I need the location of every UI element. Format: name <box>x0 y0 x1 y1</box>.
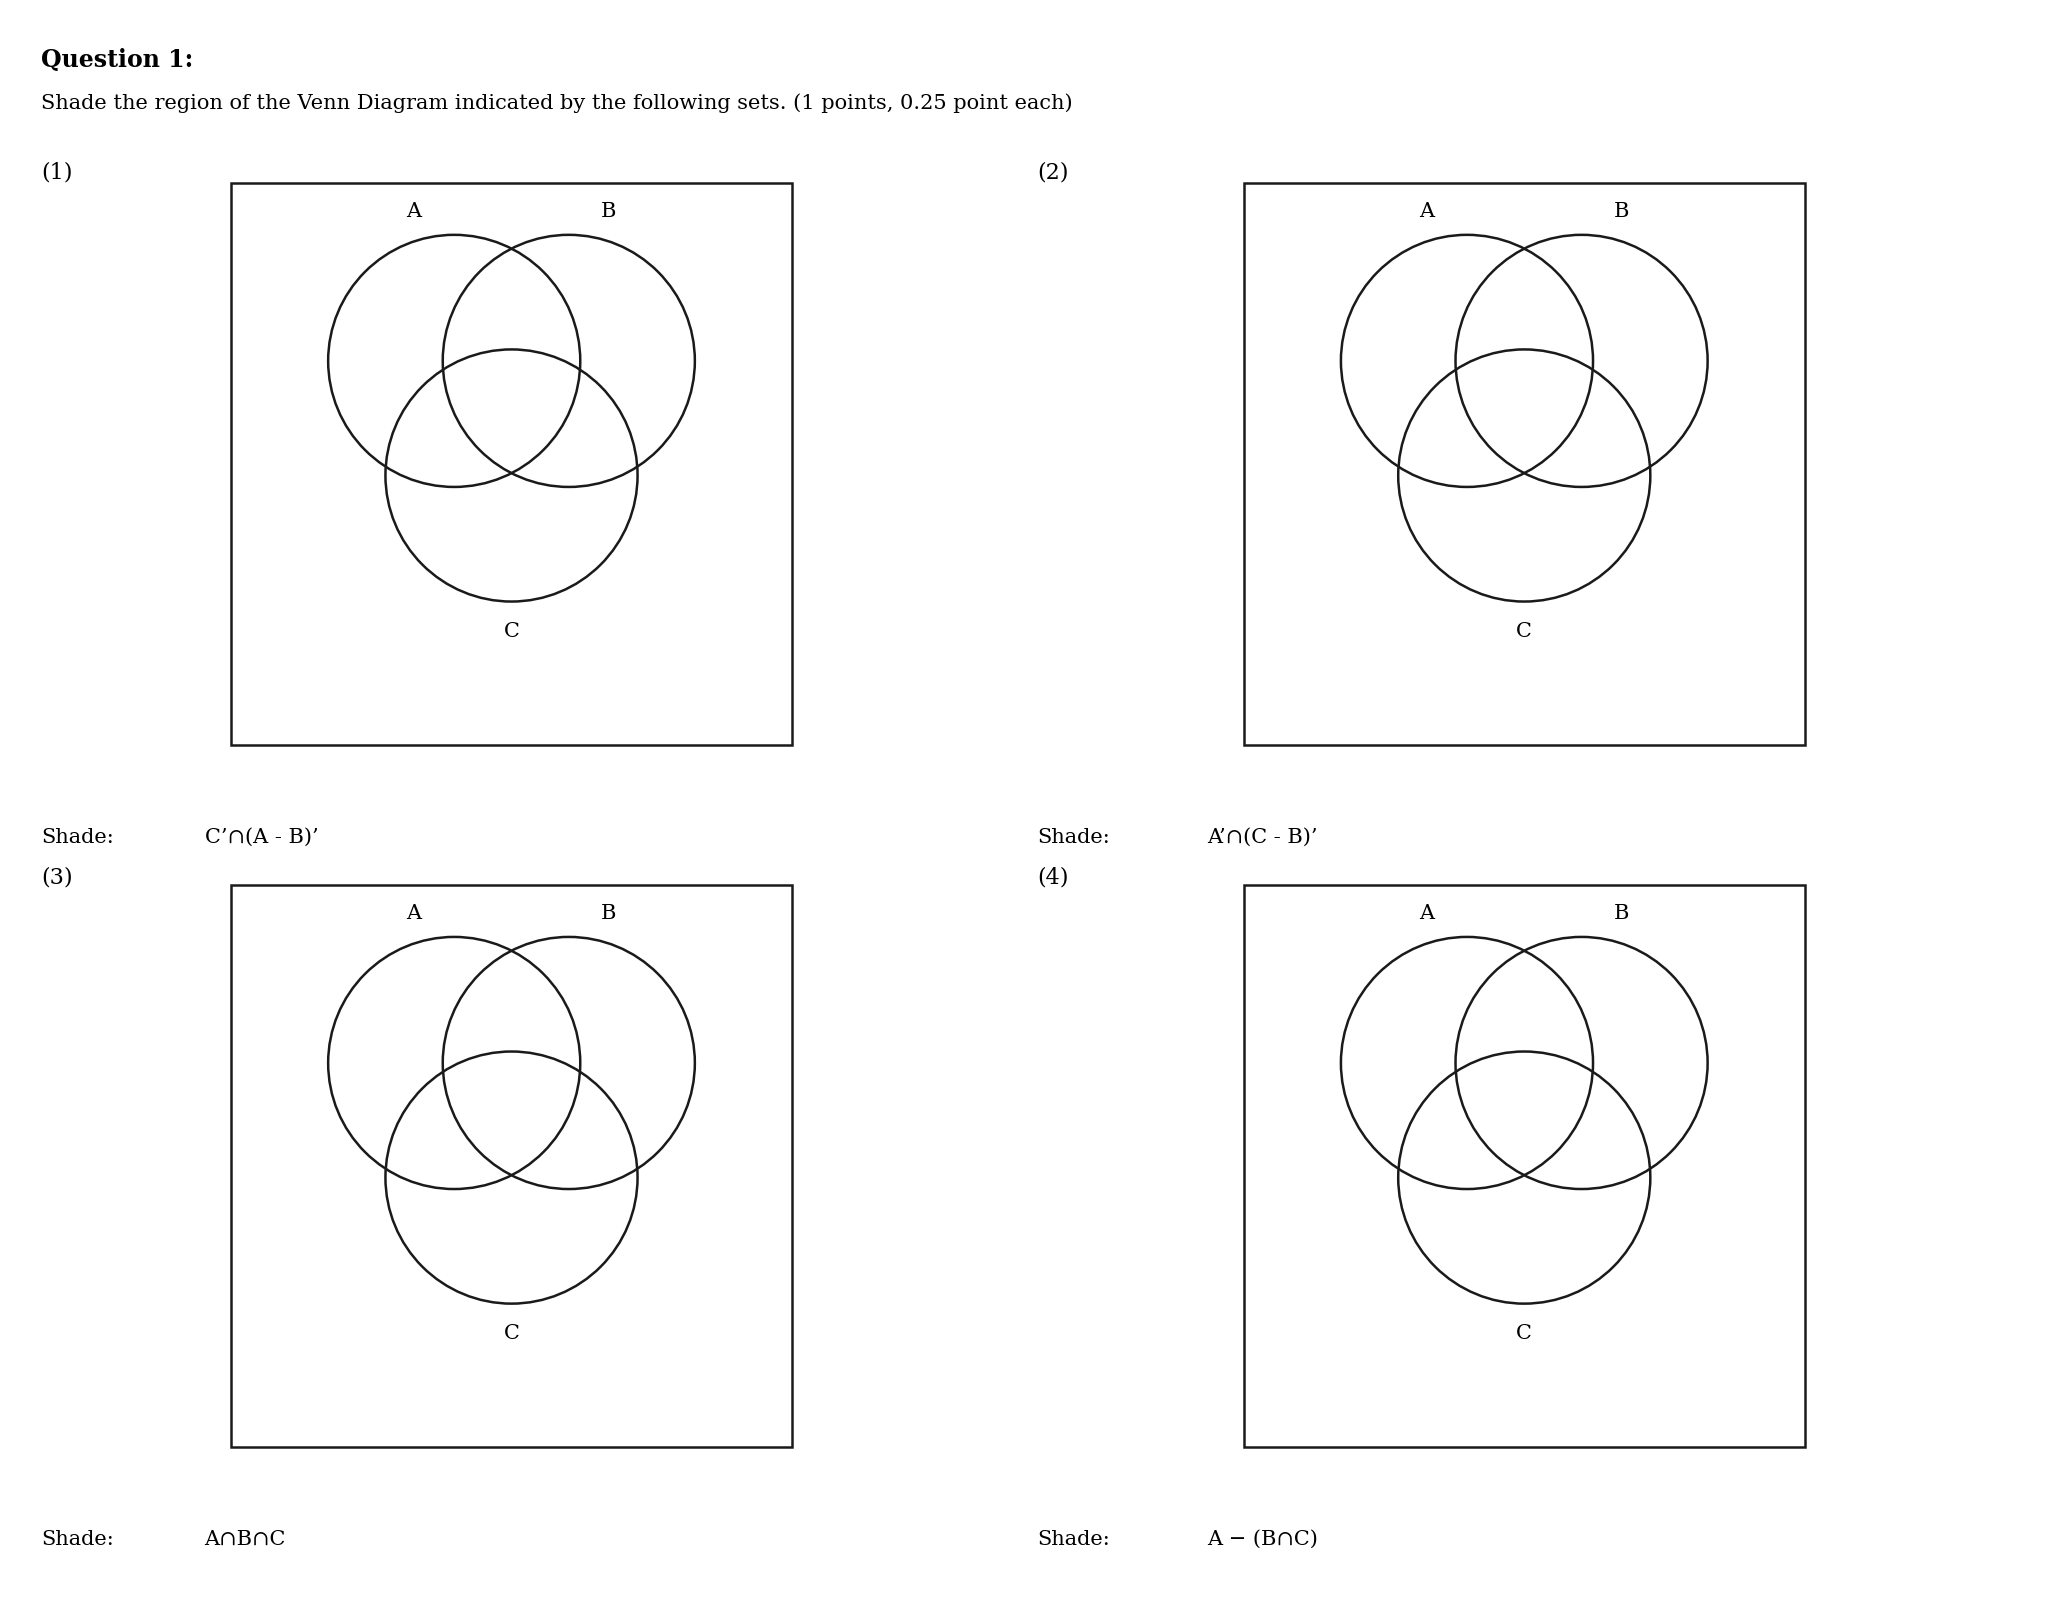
Text: Shade:: Shade: <box>1037 1530 1111 1549</box>
Text: B: B <box>602 904 616 923</box>
Text: (1): (1) <box>41 161 72 184</box>
Text: C: C <box>503 1323 520 1343</box>
Text: B: B <box>602 202 616 221</box>
Text: B: B <box>1614 904 1629 923</box>
Text: Shade the region of the Venn Diagram indicated by the following sets. (1 points,: Shade the region of the Venn Diagram ind… <box>41 94 1072 113</box>
Text: A’∩(C - B)’: A’∩(C - B)’ <box>1207 828 1318 847</box>
Text: A: A <box>407 202 421 221</box>
Text: A: A <box>1420 202 1434 221</box>
Text: B: B <box>1614 202 1629 221</box>
Text: Question 1:: Question 1: <box>41 48 192 73</box>
Text: C’∩(A - B)’: C’∩(A - B)’ <box>205 828 319 847</box>
Text: C: C <box>503 621 520 641</box>
Text: Shade:: Shade: <box>41 828 115 847</box>
Text: (2): (2) <box>1037 161 1068 184</box>
Text: C: C <box>1516 621 1532 641</box>
Text: (3): (3) <box>41 867 72 889</box>
Text: A − (B∩C): A − (B∩C) <box>1207 1530 1318 1549</box>
Text: Shade:: Shade: <box>1037 828 1111 847</box>
Text: (4): (4) <box>1037 867 1068 889</box>
Text: A∩B∩C: A∩B∩C <box>205 1530 286 1549</box>
Text: A: A <box>407 904 421 923</box>
Text: A: A <box>1420 904 1434 923</box>
Text: Shade:: Shade: <box>41 1530 115 1549</box>
Text: C: C <box>1516 1323 1532 1343</box>
